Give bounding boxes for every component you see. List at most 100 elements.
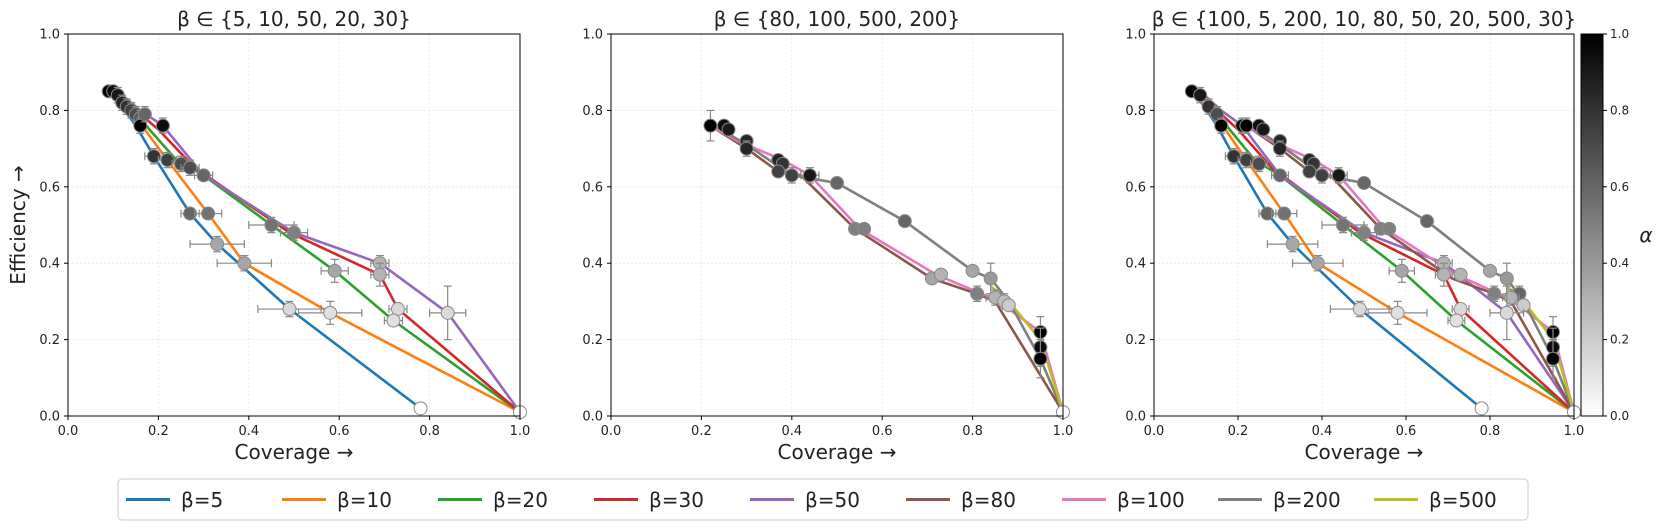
data-point-marker — [1499, 305, 1514, 320]
panels: 0.0 0.2 0.4 0.6 0.8 1.0 0.0 0.2 0.4 0.6 0.8 1.0 β ∈ … — [6, 7, 1584, 464]
data-point-marker — [784, 168, 799, 183]
data-point-marker — [970, 286, 985, 301]
data-point-marker — [1252, 156, 1266, 171]
y-tick-label: 0.6 — [39, 180, 60, 195]
data-point-marker — [327, 263, 342, 278]
chart-panel-3: 0.0 0.2 0.4 0.6 0.8 1.0 0.0 0.2 0.4 0.6 0.8 1.0 β ∈ … — [1125, 7, 1584, 464]
x-axis-title: Coverage → — [778, 440, 897, 464]
legend-item: β=200 — [1218, 488, 1341, 512]
x-axis-title: Coverage → — [1305, 440, 1424, 464]
y-tick-label: 0.4 — [39, 257, 60, 272]
data-point-marker — [237, 256, 252, 271]
x-axis-title: Coverage → — [235, 440, 354, 464]
legend-item: β=80 — [906, 488, 1016, 512]
data-point-marker — [802, 168, 817, 183]
data-point-marker — [160, 153, 175, 168]
colorbar-tick-label: 0.4 — [1610, 256, 1629, 270]
legend-item: β=10 — [282, 488, 392, 512]
data-point-marker — [1336, 218, 1350, 232]
data-point-marker — [1331, 168, 1346, 183]
y-tick-label: 0.8 — [1125, 104, 1146, 119]
y-axis-title: Efficiency → — [6, 165, 30, 284]
legend-item: β=5 — [126, 488, 223, 512]
legend-label: β=50 — [805, 488, 860, 512]
data-point-marker — [282, 302, 297, 317]
y-tick-label: 1.0 — [582, 28, 603, 43]
data-point-marker — [1277, 206, 1292, 221]
data-point-marker — [857, 221, 872, 236]
legend-label: β=20 — [493, 488, 548, 512]
data-point-marker — [1357, 225, 1371, 240]
x-tick-label: 0.6 — [872, 424, 893, 439]
data-point-marker — [1382, 221, 1397, 236]
colorbar-tick-label: 1.0 — [1610, 27, 1629, 41]
legend-label: β=5 — [181, 488, 223, 512]
y-tick-label: 1.0 — [39, 28, 60, 43]
legend-item: β=50 — [750, 488, 860, 512]
data-point-marker — [1214, 118, 1229, 133]
colorbar-bar — [1580, 33, 1604, 417]
y-tick-label: 0.2 — [582, 333, 603, 348]
data-point-marker — [1273, 141, 1287, 156]
x-tick-label: 0.2 — [148, 424, 169, 439]
data-point-marker — [210, 237, 225, 252]
data-point-marker — [1449, 313, 1464, 328]
data-point-marker — [1474, 401, 1489, 416]
data-point-marker — [1453, 267, 1468, 282]
x-tick-label: 0.2 — [691, 424, 712, 439]
colorbar-tick-label: 0.2 — [1610, 333, 1629, 347]
data-point-marker — [413, 401, 428, 416]
series-line-β=200 — [714, 124, 1065, 413]
data-point-marker — [1239, 153, 1254, 168]
y-tick-label: 0.6 — [582, 180, 603, 195]
data-point-marker — [1483, 263, 1497, 278]
x-tick-label: 0.0 — [1144, 424, 1165, 439]
data-point-marker — [703, 118, 718, 133]
x-tick-label: 1.0 — [1053, 424, 1074, 439]
data-point-marker — [1239, 118, 1254, 133]
colorbar-tick-label: 0.6 — [1610, 180, 1629, 194]
x-tick-label: 0.2 — [1228, 424, 1249, 439]
data-point-marker — [1394, 263, 1409, 278]
data-point-marker — [201, 206, 216, 221]
x-tick-label: 0.4 — [1312, 424, 1333, 439]
y-tick-label: 0.2 — [39, 333, 60, 348]
data-point-marker — [196, 168, 211, 183]
legend-item: β=30 — [594, 488, 704, 512]
legend-item: β=20 — [438, 488, 548, 512]
data-point-marker — [1487, 286, 1502, 301]
y-tick-label: 0.4 — [1125, 257, 1146, 272]
legend-label: β=100 — [1117, 488, 1185, 512]
x-tick-label: 0.8 — [1480, 424, 1501, 439]
data-point-marker — [1285, 237, 1300, 252]
data-point-marker — [1226, 149, 1241, 164]
data-point-marker — [983, 271, 998, 286]
x-tick-label: 1.0 — [1564, 424, 1585, 439]
panel-title: β ∈ {100, 5, 200, 10, 80, 50, 20, 500, 3… — [1152, 7, 1577, 31]
x-tick-label: 0.0 — [601, 424, 622, 439]
plot-frame — [610, 33, 1064, 417]
colorbar-tick-label: 0.8 — [1610, 103, 1629, 117]
data-point-marker — [1310, 256, 1325, 271]
legend-label: β=200 — [1273, 488, 1341, 512]
data-point-marker — [933, 267, 948, 282]
data-point-marker — [739, 141, 754, 156]
chart-panel-1: 0.0 0.2 0.4 0.6 0.8 1.0 0.0 0.2 0.4 0.6 0.8 1.0 β ∈ … — [6, 7, 530, 464]
y-tick-label: 0.0 — [1125, 410, 1146, 425]
x-tick-label: 0.8 — [962, 424, 983, 439]
x-tick-label: 1.0 — [510, 424, 531, 439]
data-point-marker — [1256, 122, 1271, 137]
series-line-β=200 — [1249, 124, 1576, 413]
data-point-marker — [1357, 175, 1371, 190]
data-point-marker — [146, 149, 161, 164]
colorbar: 0.0 0.2 0.4 0.6 0.8 1.0 α — [1580, 27, 1653, 423]
x-tick-label: 0.4 — [781, 424, 802, 439]
data-point-marker — [897, 214, 912, 229]
data-point-marker — [183, 160, 198, 175]
legend-label: β=500 — [1429, 488, 1497, 512]
data-point-marker — [372, 267, 387, 282]
data-point-marker — [287, 225, 301, 240]
data-point-marker — [771, 164, 786, 179]
